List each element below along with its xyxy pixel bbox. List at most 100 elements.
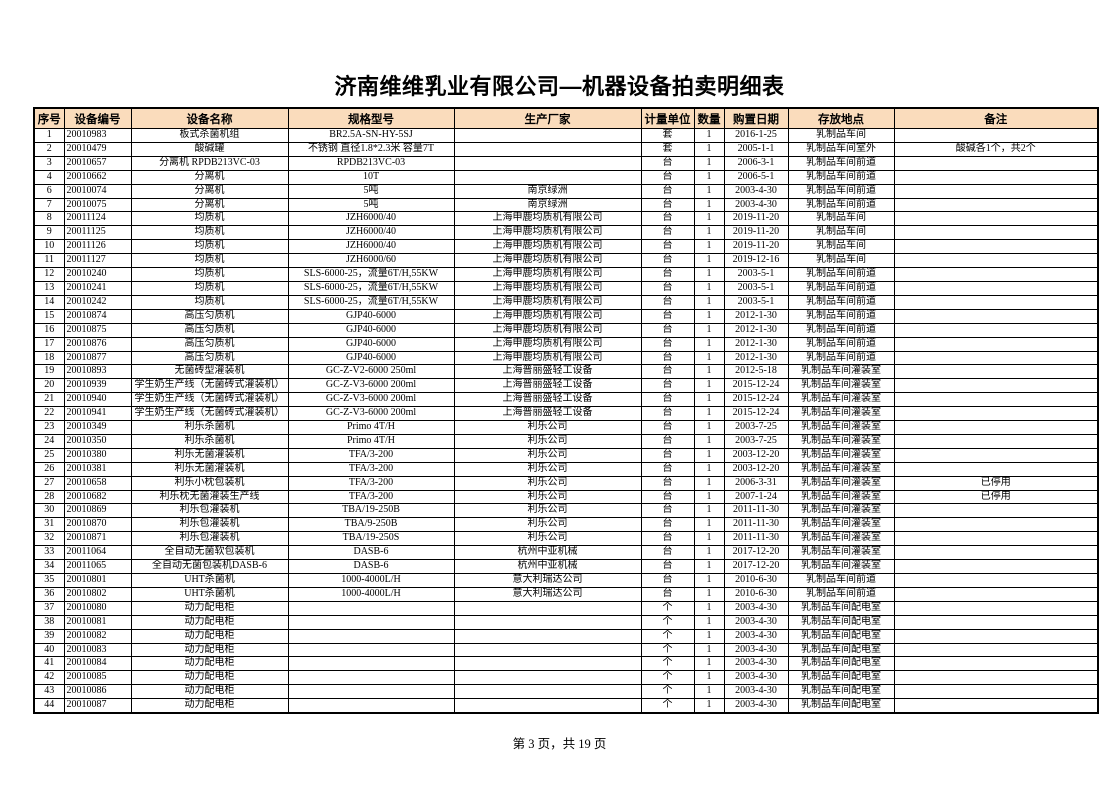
cell-index: 17 (33, 336, 65, 352)
cell-location: 乳制品车间灌装室 (787, 545, 895, 561)
cell-unit: 台 (640, 545, 695, 561)
cell-manufacturer: 上海申鹿均质机有限公司 (453, 350, 642, 366)
cell-purchase-date: 2003-5-1 (723, 280, 789, 296)
cell-unit: 台 (640, 489, 695, 505)
cell-equipment-name: UHT杀菌机 (130, 573, 289, 588)
cell-purchase-date: 2003-4-30 (723, 642, 789, 658)
cell-equipment-no: 20010080 (63, 600, 132, 616)
col-header-remarks: 备注 (893, 107, 1099, 129)
cell-equipment-name: 分离机 (130, 197, 289, 213)
cell-equipment-name: 高压匀质机 (130, 350, 289, 366)
cell-spec: TBA/19-250S (287, 531, 455, 547)
cell-remarks (893, 308, 1099, 324)
cell-location: 乳制品车间灌装室 (787, 503, 895, 519)
cell-qty: 1 (693, 517, 725, 533)
cell-spec (287, 642, 455, 658)
table-row: 2 20010479 酸碱罐 不锈钢 直径1.8*2.3米 容量7T 套 1 2005-1-… (33, 141, 1099, 157)
cell-spec (287, 614, 455, 630)
cell-spec: GJP40-6000 (287, 350, 455, 366)
cell-equipment-no: 20010893 (63, 364, 132, 380)
table-row: 15 20010874 高压匀质机 GJP40-6000 上海申鹿均质机有限公司台 1 20… (33, 308, 1099, 324)
cell-equipment-no: 20010242 (63, 294, 132, 310)
cell-manufacturer (453, 169, 642, 185)
cell-spec: JZH6000/60 (287, 253, 455, 269)
cell-index: 11 (33, 253, 65, 269)
cell-purchase-date: 2011-11-30 (723, 531, 789, 547)
cell-qty: 1 (693, 267, 725, 282)
cell-location: 乳制品车间前道 (787, 586, 895, 602)
table-row: 1 20010983 板式杀菌机组 BR2.5A-SN-HY-5SJ 套 1 2016-1-… (33, 128, 1099, 143)
cell-unit: 台 (640, 308, 695, 324)
cell-manufacturer (453, 128, 642, 143)
cell-manufacturer: 上海申鹿均质机有限公司 (453, 294, 642, 310)
cell-equipment-name: 利乐包灌装机 (130, 503, 289, 519)
cell-manufacturer (453, 670, 642, 686)
cell-purchase-date: 2011-11-30 (723, 503, 789, 519)
page-number-indicator: 第 3 页，共 19 页 (512, 737, 607, 751)
cell-manufacturer: 意大利瑞达公司 (453, 573, 642, 588)
cell-remarks (893, 197, 1099, 213)
cell-location: 乳制品车间灌装室 (787, 517, 895, 533)
cell-qty: 1 (693, 698, 725, 714)
table-row: 27 20010658 利乐小枕包装机 TFA/3-200 利乐公司台 1 2006-3-3… (33, 475, 1099, 491)
table-row: 20 20010939 学生奶生产线（无菌砖式灌装机） GC-Z-V3-6000 20… (33, 378, 1099, 394)
cell-qty: 1 (693, 614, 725, 630)
cell-equipment-name: 分离机 RPDB213VC-03 (130, 155, 289, 171)
cell-remarks (893, 322, 1099, 338)
cell-remarks: 酸碱各1个，共2个 (893, 141, 1099, 157)
table-row: 16 20010875 高压匀质机 GJP40-6000 上海申鹿均质机有限公司台 1 20… (33, 322, 1099, 338)
cell-purchase-date: 2005-1-1 (723, 141, 789, 157)
cell-index: 10 (33, 239, 65, 255)
cell-unit: 台 (640, 280, 695, 296)
cell-unit: 套 (640, 141, 695, 157)
table-row: 4 20010662 分离机 10T 台 1 2006-5-1 乳制品车间前道 (33, 169, 1099, 185)
cell-location: 乳制品车间灌装室 (787, 392, 895, 408)
cell-unit: 个 (640, 684, 695, 700)
cell-remarks (893, 586, 1099, 602)
cell-equipment-no: 20010075 (63, 197, 132, 213)
cell-purchase-date: 2007-1-24 (723, 489, 789, 505)
cell-purchase-date: 2019-11-20 (723, 211, 789, 227)
cell-equipment-name: 均质机 (130, 280, 289, 296)
cell-equipment-name: 利乐小枕包装机 (130, 475, 289, 491)
cell-qty: 1 (693, 600, 725, 616)
table-row: 7 20010075 分离机 5吨 南京绿洲台 1 2003-4-30 乳制品车间前道 (33, 197, 1099, 213)
cell-manufacturer (453, 628, 642, 644)
cell-unit: 台 (640, 197, 695, 213)
cell-remarks (893, 225, 1099, 241)
cell-qty: 1 (693, 211, 725, 227)
cell-unit: 个 (640, 698, 695, 714)
cell-spec (287, 698, 455, 714)
cell-equipment-name: UHT杀菌机 (130, 586, 289, 602)
cell-unit: 台 (640, 573, 695, 588)
cell-manufacturer: 上海申鹿均质机有限公司 (453, 225, 642, 241)
cell-remarks (893, 670, 1099, 686)
table-row: 32 20010871 利乐包灌装机 TBA/19-250S 利乐公司台 1 2011-11… (33, 531, 1099, 547)
cell-equipment-no: 20010084 (63, 656, 132, 672)
cell-purchase-date: 2012-5-18 (723, 364, 789, 380)
cell-equipment-name: 动力配电柜 (130, 614, 289, 630)
cell-spec: GC-Z-V3-6000 200ml (287, 392, 455, 408)
cell-manufacturer (453, 684, 642, 700)
cell-manufacturer: 利乐公司 (453, 420, 642, 435)
cell-equipment-no: 20010086 (63, 684, 132, 700)
cell-location: 乳制品车间前道 (787, 197, 895, 213)
cell-purchase-date: 2015-12-24 (723, 378, 789, 394)
cell-remarks (893, 128, 1099, 143)
cell-remarks (893, 155, 1099, 171)
cell-manufacturer: 上海申鹿均质机有限公司 (453, 239, 642, 255)
cell-qty: 1 (693, 433, 725, 449)
cell-remarks: 已停用 (893, 489, 1099, 505)
cell-qty: 1 (693, 406, 725, 422)
cell-remarks (893, 169, 1099, 185)
cell-qty: 1 (693, 197, 725, 213)
cell-equipment-no: 20010875 (63, 322, 132, 338)
cell-qty: 1 (693, 461, 725, 477)
cell-spec: SLS-6000-25，流量6T/H,55KW (287, 280, 455, 296)
cell-location: 乳制品车间配电室 (787, 614, 895, 630)
cell-remarks (893, 461, 1099, 477)
table-row: 35 20010801 UHT杀菌机 1000-4000L/H 意大利瑞达公司台 1 201… (33, 573, 1099, 588)
cell-unit: 台 (640, 169, 695, 185)
cell-purchase-date: 2003-7-25 (723, 433, 789, 449)
col-header-purchase-date: 购置日期 (723, 107, 789, 129)
